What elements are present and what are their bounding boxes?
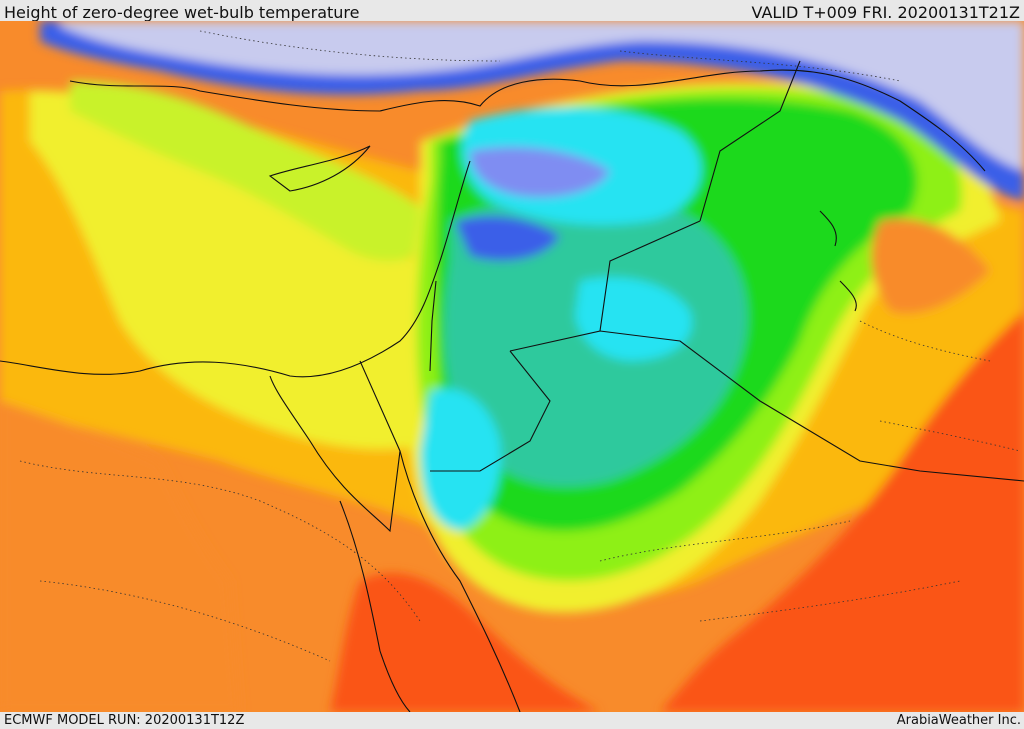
red-orange-zone-redsea	[330, 573, 600, 712]
levant-egypt-coast	[0, 160, 471, 378]
red-orange-zone-east	[660, 311, 1024, 712]
black-sea-mediterranean-coast	[69, 69, 986, 172]
sinai-border	[269, 360, 401, 533]
model-run-label: ECMWF MODEL RUN: 20200131T12Z	[4, 713, 245, 728]
blue-zone-lebanon	[455, 216, 560, 261]
jordan-iraq-saudi-borders	[509, 220, 1024, 482]
borders-layer	[0, 60, 1024, 712]
syria-iraq-border	[699, 60, 801, 222]
red-sea-west-coast	[339, 500, 411, 712]
wet-bulb-zero-map	[0, 21, 1024, 712]
orange-zone-west	[0, 401, 240, 712]
yellow-green-zone-north	[70, 81, 440, 261]
header-bar: Height of zero-degree wet-bulb temperatu…	[0, 0, 1024, 21]
light-blue-zone	[470, 147, 610, 198]
valid-time: VALID T+009 FRI. 20200131T21Z	[751, 2, 1020, 22]
jordan-saudi-border	[430, 350, 551, 472]
credit-label: ArabiaWeather Inc.	[896, 713, 1021, 728]
footer-bar: ECMWF MODEL RUN: 20200131T12Z ArabiaWeat…	[0, 712, 1024, 729]
dead-sea-jordan-river	[429, 280, 437, 372]
map-area[interactable]	[0, 21, 1024, 712]
lowest-height-zone	[60, 21, 1024, 171]
cyprus	[268, 145, 371, 192]
gulf-coast	[819, 210, 857, 312]
orange-zone-gulf	[871, 218, 990, 314]
cyan-zone-south	[420, 388, 501, 531]
red-sea-east-coast	[399, 450, 521, 712]
yellow-zone-west	[30, 91, 458, 450]
map-title: Height of zero-degree wet-bulb temperatu…	[4, 2, 360, 22]
province-borders	[19, 30, 1021, 662]
